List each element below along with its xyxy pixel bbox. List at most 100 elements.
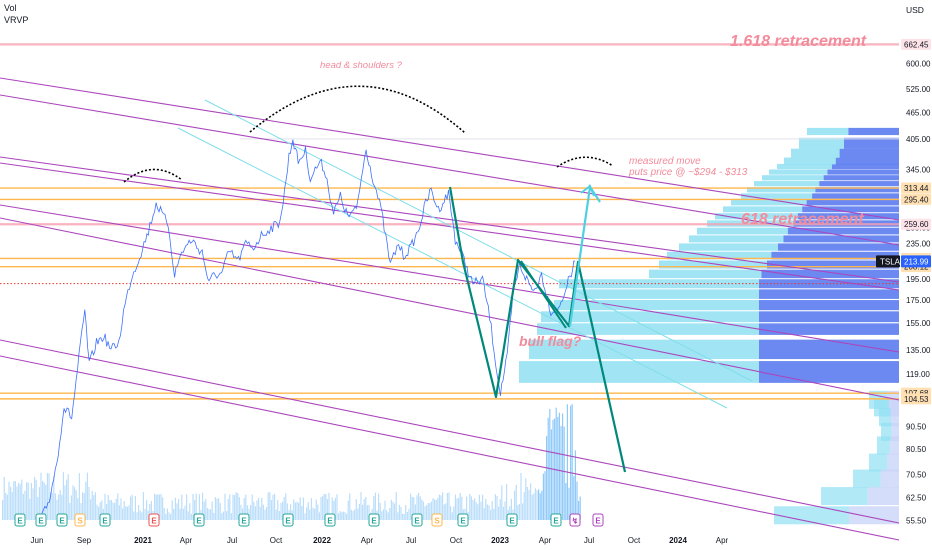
volume-bar — [13, 481, 15, 520]
price-axis-panel — [899, 0, 932, 550]
earnings-marker-box — [324, 513, 336, 527]
volume-bar — [573, 476, 575, 520]
volume-bar — [478, 494, 480, 520]
volume-bar — [378, 493, 380, 520]
volume-profile-bar-light — [723, 206, 803, 213]
volume-bar — [34, 476, 36, 520]
volume-bar — [446, 492, 448, 520]
volume-bar — [80, 503, 82, 520]
volume-bar — [56, 499, 58, 520]
volume-bar — [144, 509, 146, 520]
earnings-marker-text: E — [241, 517, 247, 526]
volume-bar — [496, 495, 498, 520]
volume-bar — [178, 498, 180, 520]
volume-bar — [67, 474, 69, 520]
volume-bar — [411, 496, 413, 520]
volume-bar — [298, 502, 300, 520]
volume-bar — [168, 512, 170, 520]
volume-profile-bar-dark — [839, 148, 899, 158]
earnings-marker-text: E — [59, 517, 65, 526]
x-tick-label: Sep — [77, 536, 92, 545]
volume-profile-bar-light — [784, 157, 836, 165]
trendline-purple — [0, 339, 900, 524]
volume-bar — [221, 513, 223, 520]
volume-profile-bar-light — [741, 193, 813, 199]
volume-bar — [413, 497, 415, 520]
volume-bar — [158, 494, 160, 520]
volume-bar — [485, 498, 487, 520]
volume-bar — [229, 494, 231, 520]
volume-profile-bar-light — [659, 260, 767, 269]
volume-bar — [43, 482, 45, 520]
x-tick-label: Oct — [450, 536, 463, 545]
earnings-marker-box — [368, 513, 380, 527]
trendlines — [0, 77, 900, 541]
earnings-marker-text: E — [371, 517, 377, 526]
volume-bar — [150, 500, 152, 520]
volume-bar — [120, 498, 122, 520]
volume-bar — [509, 506, 511, 520]
x-tick-label: Jul — [584, 536, 594, 545]
volume-bar — [480, 501, 482, 520]
volume-bar — [16, 486, 18, 520]
volume-profile-bar-light — [529, 339, 759, 360]
earnings-marker-box — [74, 513, 86, 527]
volume-bar — [104, 494, 106, 520]
volume-bar — [498, 506, 500, 520]
volume-bar — [325, 493, 327, 520]
volume-bar — [360, 492, 362, 520]
volume-bar — [493, 508, 495, 520]
volume-bar — [526, 487, 528, 520]
volume-bar — [309, 509, 311, 520]
volume-bar — [310, 498, 312, 520]
volume-bar — [226, 511, 228, 520]
volume-bar — [267, 492, 269, 520]
volume-bar — [205, 499, 207, 520]
y-tick-label: 80.50 — [906, 445, 927, 454]
volume-bar — [238, 497, 240, 520]
volume-bar — [115, 498, 117, 520]
volume-bar — [11, 491, 13, 520]
volume-bar — [139, 510, 141, 520]
volume-profile-bar-light — [777, 163, 832, 170]
volume-bar — [299, 497, 301, 520]
volume-bar — [270, 500, 272, 520]
volume-profile-bar-dark — [783, 235, 899, 243]
y-tick-label: 345.00 — [906, 166, 931, 175]
volume-bar — [302, 497, 304, 520]
earnings-markers: E E E S E E E E E E E E S E E E ↯ E — [14, 513, 604, 527]
volume-bar — [8, 481, 10, 520]
earnings-marker: E — [457, 513, 469, 527]
volume-bar — [547, 417, 549, 520]
vrvp-indicator-label[interactable]: VRVP — [4, 15, 29, 25]
volume-bar — [320, 496, 322, 520]
y-tick-label: 119.00 — [906, 370, 930, 379]
right-shoulder-arc — [556, 156, 614, 168]
volume-bar — [522, 503, 524, 520]
volume-bar — [240, 504, 242, 520]
earnings-marker-box — [14, 513, 26, 527]
volume-bar — [342, 511, 344, 520]
last-price-tag-box — [901, 255, 931, 268]
volume-bar — [122, 508, 124, 520]
volume-profile-bar-light — [774, 506, 849, 525]
volume-profile-bar-dark — [759, 279, 899, 289]
volume-profile-bar-dark — [827, 169, 899, 175]
volume-bar — [506, 484, 508, 520]
vol-indicator-label[interactable]: Vol — [4, 3, 17, 13]
volume-bar — [114, 502, 116, 520]
volume-bar — [179, 508, 181, 520]
volume-bar — [286, 503, 288, 520]
volume-bar — [421, 499, 423, 520]
volume-profile-bar-dark — [880, 469, 899, 488]
volume-bar — [560, 425, 562, 520]
x-tick-label: Jul — [227, 536, 237, 545]
volume-profile-bar-dark — [891, 408, 899, 427]
volume-bar — [40, 472, 42, 520]
volume-bar — [352, 511, 354, 520]
x-tick-label: Oct — [628, 536, 641, 545]
volume-bar — [66, 479, 68, 520]
trendline-purple — [0, 217, 900, 401]
volume-bar — [533, 493, 535, 520]
